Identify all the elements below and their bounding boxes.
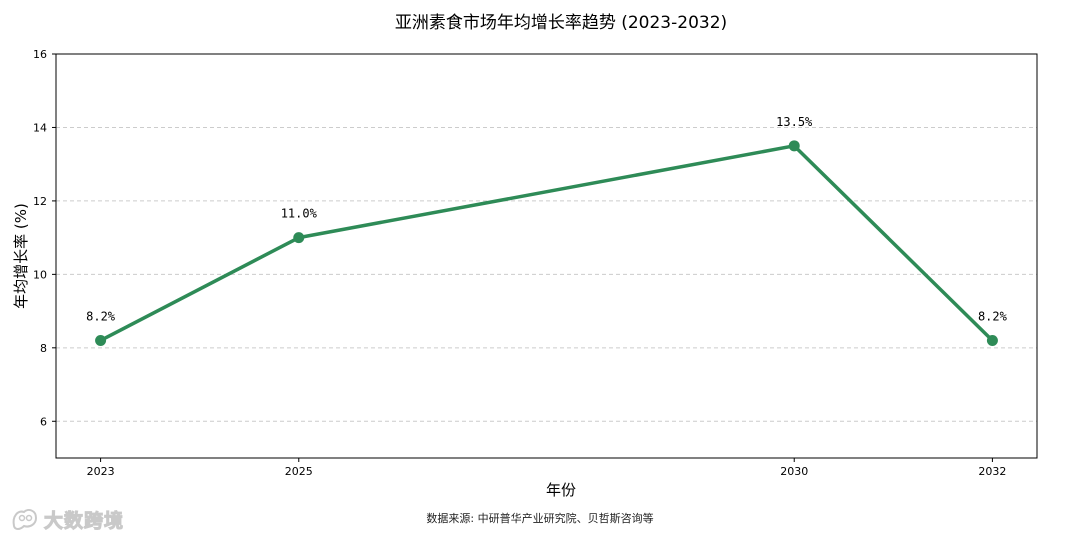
y-tick-label: 12 bbox=[33, 195, 47, 208]
x-tick-label: 2023 bbox=[87, 465, 115, 478]
source-note: 数据来源: 中研普华产业研究院、贝哲斯咨询等 bbox=[426, 512, 654, 525]
x-axis-ticks: 2023 2025 2030 2032 bbox=[87, 458, 1006, 478]
x-axis-label: 年份 bbox=[546, 481, 576, 499]
y-tick-label: 14 bbox=[33, 121, 47, 134]
data-label: 8.2% bbox=[978, 309, 1008, 323]
data-point bbox=[95, 334, 107, 346]
watermark-text: 大数跨境 bbox=[43, 509, 125, 532]
series-line bbox=[99, 144, 994, 343]
data-label: 11.0% bbox=[281, 207, 318, 221]
x-tick-label: 2032 bbox=[978, 465, 1006, 478]
data-point bbox=[986, 334, 998, 346]
grid-lines bbox=[56, 126, 1037, 422]
y-axis-label: 年均增长率 (%) bbox=[12, 203, 30, 309]
chart-title: 亚洲素食市场年均增长率趋势 (2023-2032) bbox=[395, 13, 727, 33]
data-label: 8.2% bbox=[86, 309, 116, 323]
x-tick-label: 2030 bbox=[780, 465, 808, 478]
y-axis-ticks: 6 8 10 12 14 16 bbox=[33, 48, 56, 428]
y-tick-label: 6 bbox=[40, 415, 47, 428]
series-layer: 8.2% 11.0% 13.5% 8.2% bbox=[86, 115, 1008, 346]
y-tick-label: 8 bbox=[40, 342, 47, 355]
data-label: 13.5% bbox=[776, 115, 813, 129]
data-point bbox=[293, 232, 305, 244]
data-point bbox=[788, 140, 800, 152]
watermark: 大数跨境 bbox=[10, 504, 124, 534]
y-tick-label: 10 bbox=[33, 268, 47, 281]
x-tick-label: 2025 bbox=[285, 465, 313, 478]
y-tick-label: 16 bbox=[33, 48, 47, 61]
logo-icon bbox=[12, 509, 38, 530]
plot-area bbox=[55, 53, 1038, 459]
